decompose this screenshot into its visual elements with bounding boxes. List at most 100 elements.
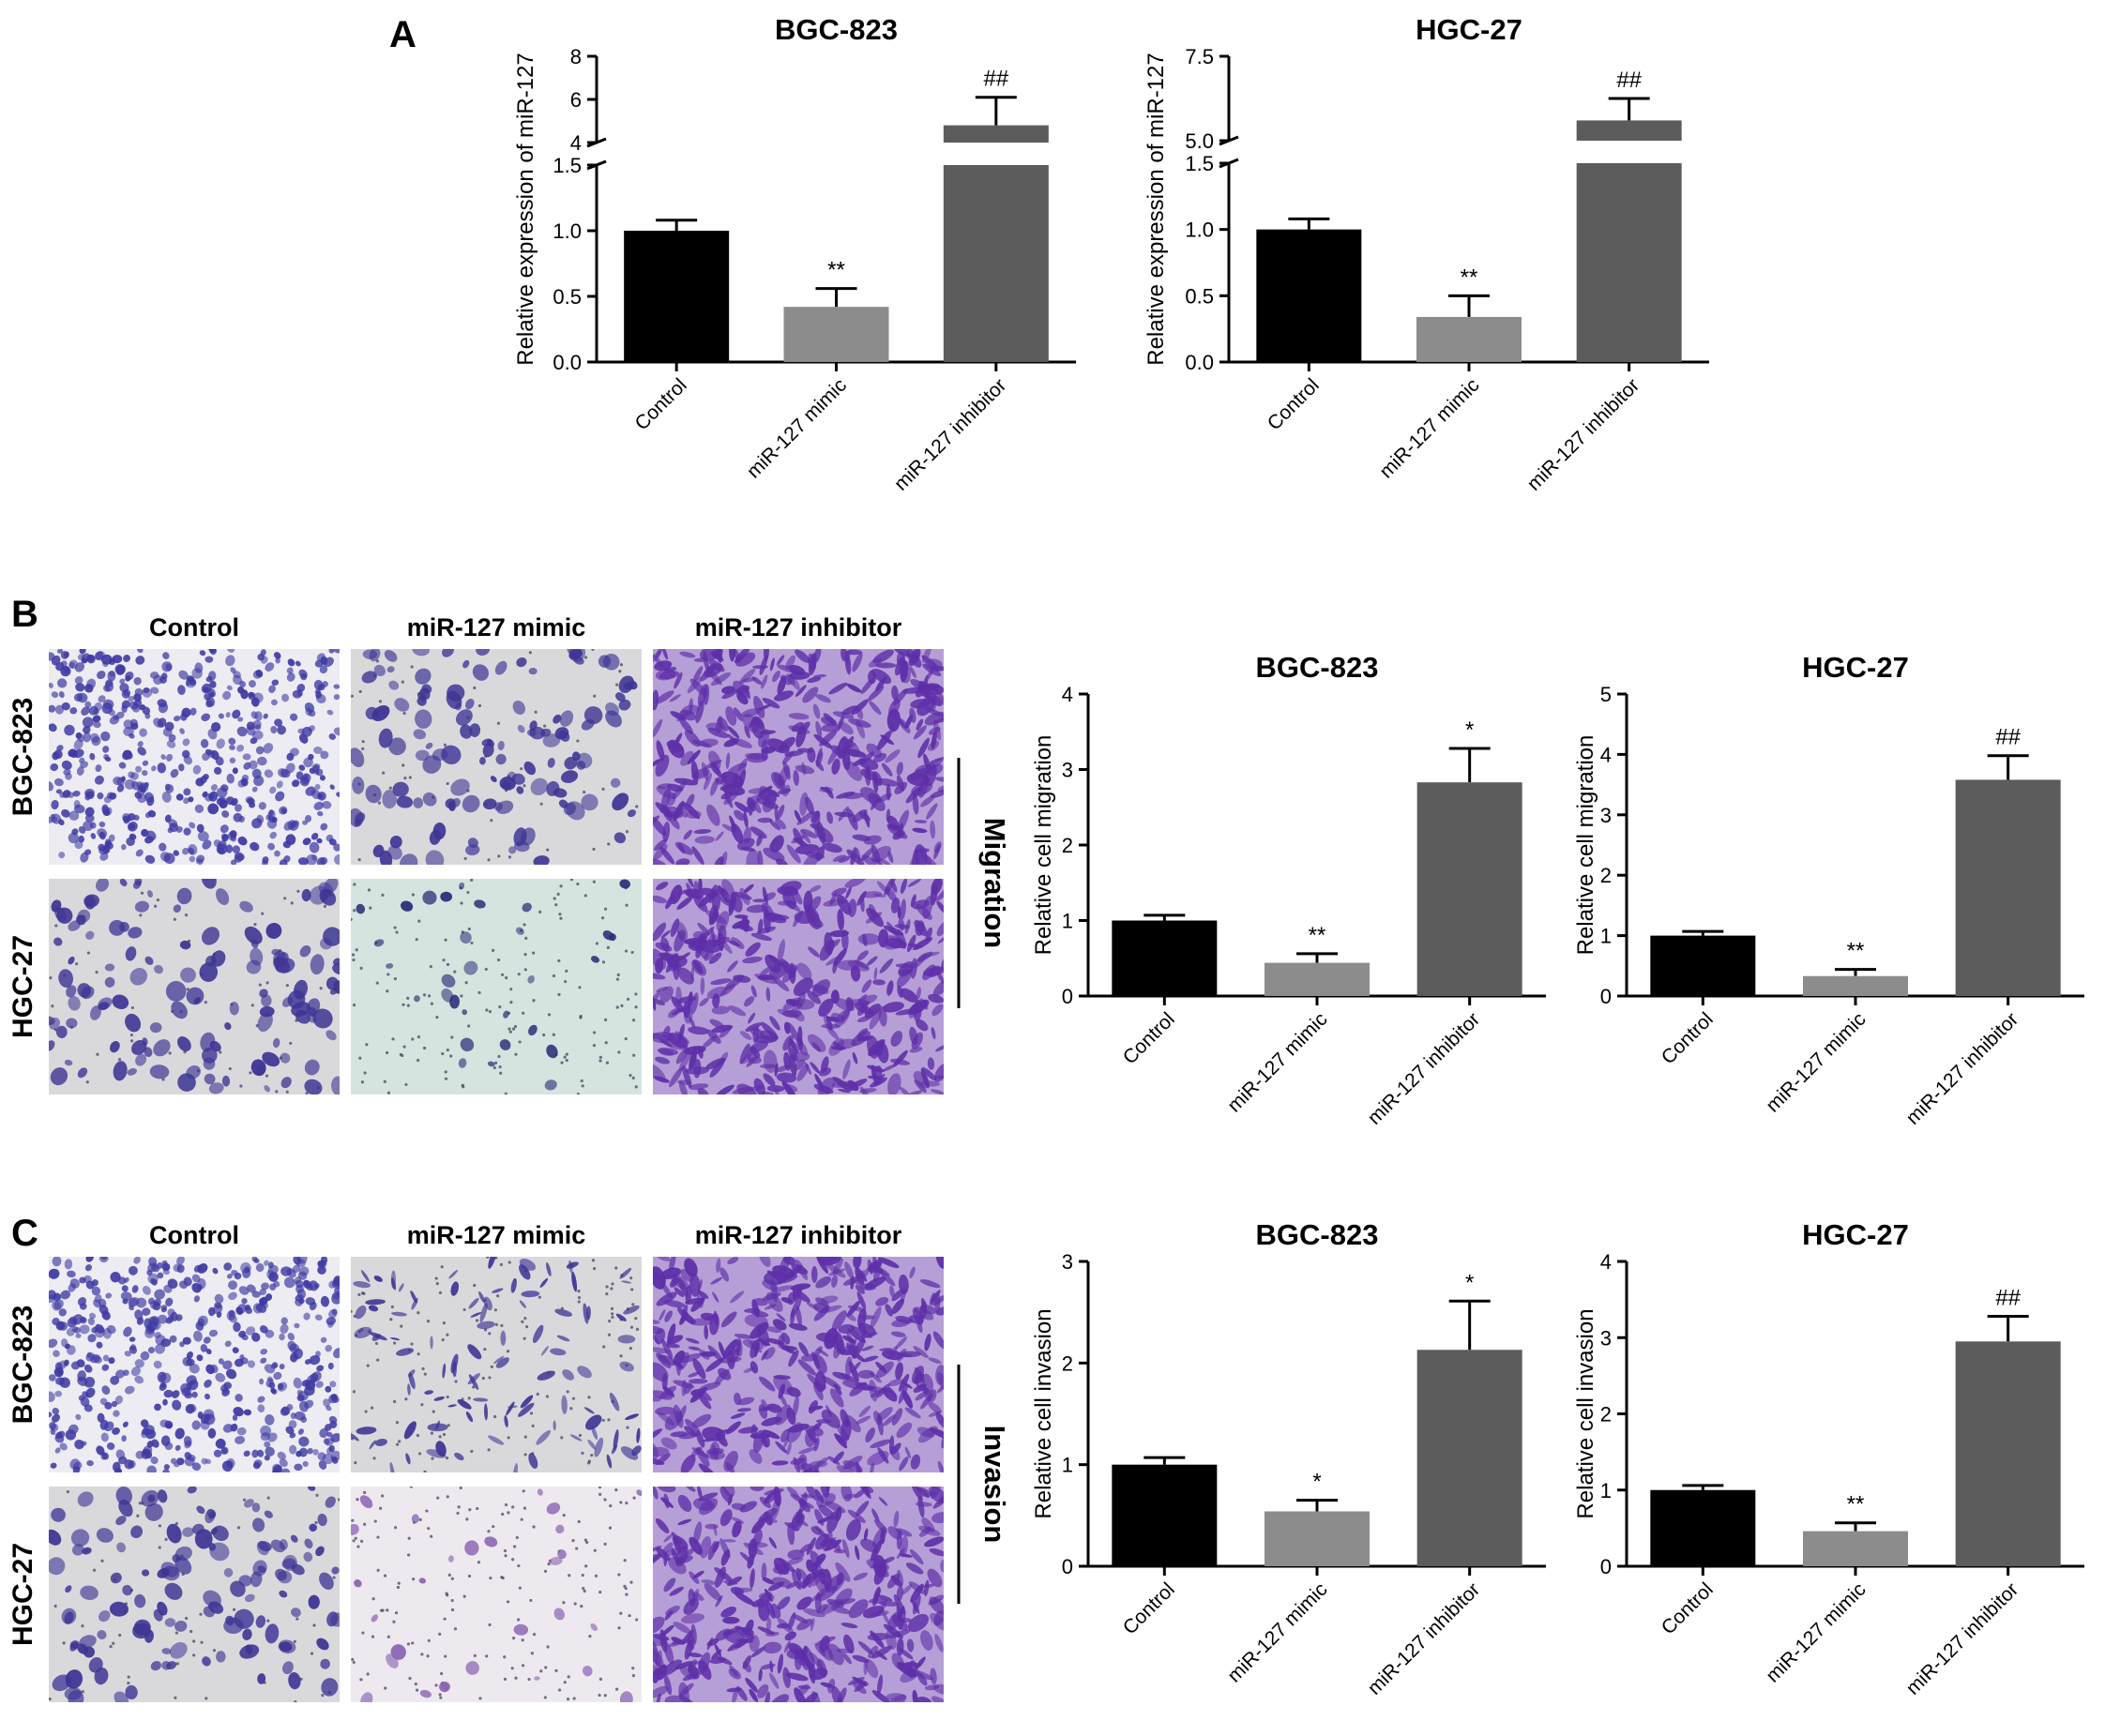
cell — [77, 1067, 88, 1079]
cell — [775, 1562, 783, 1576]
cell — [786, 1442, 792, 1456]
cell — [693, 896, 708, 913]
pore-dot — [410, 1342, 414, 1346]
pore-dot — [538, 910, 542, 913]
cell — [739, 1501, 758, 1513]
cell — [936, 689, 944, 707]
cell — [141, 828, 149, 838]
cell — [414, 995, 420, 1003]
cell — [493, 1355, 505, 1365]
cell — [919, 1279, 941, 1289]
cell — [302, 820, 309, 825]
cell — [691, 1413, 712, 1428]
cell — [655, 1517, 670, 1533]
cell — [871, 669, 892, 685]
pore-dot — [578, 1433, 583, 1438]
cell — [97, 792, 104, 800]
cell — [878, 928, 889, 948]
cell — [813, 1346, 823, 1357]
pore-dot — [559, 884, 563, 888]
cell — [910, 958, 917, 979]
cell — [316, 1638, 329, 1651]
cell — [846, 849, 865, 865]
cell — [508, 846, 517, 854]
y-axis-label: Relative cell invasion — [1031, 1308, 1056, 1518]
cell — [73, 693, 83, 702]
cell — [663, 1532, 674, 1543]
cell — [121, 704, 128, 713]
cell — [235, 1436, 246, 1444]
cell — [930, 883, 938, 906]
cell — [94, 1326, 106, 1338]
cell — [296, 1389, 303, 1396]
cell — [125, 1684, 138, 1700]
cell — [879, 958, 894, 974]
cell — [59, 792, 66, 798]
pore-dot — [109, 1645, 113, 1649]
cell — [135, 1297, 147, 1308]
cell — [265, 662, 275, 672]
cell — [172, 1399, 182, 1411]
cell — [775, 818, 787, 830]
cell — [298, 1400, 309, 1412]
cell — [868, 1645, 879, 1659]
cell — [722, 1539, 736, 1543]
cell — [225, 844, 234, 853]
cell — [301, 888, 311, 902]
cell — [679, 1683, 694, 1697]
cell — [744, 725, 750, 739]
cell — [469, 723, 481, 737]
cell — [915, 920, 925, 936]
cell — [763, 1641, 782, 1654]
y-axis-label: Relative expression of miR-127 — [1143, 53, 1169, 365]
cell — [771, 772, 785, 791]
pore-dot — [532, 1632, 537, 1637]
cell — [517, 724, 525, 733]
y-tick-label: 1 — [1062, 1454, 1073, 1477]
cell — [455, 709, 473, 726]
cell — [373, 664, 386, 677]
pore-dot — [494, 1322, 498, 1327]
cell — [122, 1584, 133, 1596]
cell — [320, 1658, 330, 1669]
cell — [931, 1294, 944, 1306]
cell — [698, 1463, 718, 1472]
pore-dot — [522, 1506, 527, 1510]
cell — [244, 1305, 251, 1311]
cell — [528, 1024, 538, 1036]
cell — [653, 1428, 662, 1441]
cell — [85, 1280, 95, 1290]
cell — [54, 1447, 61, 1454]
cell — [870, 1306, 882, 1329]
cell — [490, 776, 497, 783]
cell — [84, 849, 92, 855]
cell — [912, 827, 928, 834]
cell — [68, 810, 80, 821]
y-tick-label: 0 — [1600, 985, 1612, 1008]
cell — [302, 838, 311, 846]
cell — [56, 745, 64, 752]
cell — [799, 1468, 813, 1472]
cell — [267, 842, 275, 851]
pore-dot — [386, 1608, 389, 1612]
pore-dot — [625, 1502, 628, 1505]
pore-dot — [353, 909, 356, 913]
cell — [413, 797, 424, 808]
cell — [653, 1396, 661, 1402]
cell — [906, 934, 916, 953]
cell — [920, 1630, 933, 1651]
cell — [931, 695, 937, 712]
cell — [251, 1332, 261, 1342]
cell — [116, 1542, 127, 1553]
micrograph-tile-hgc-27-mir-127-inhibitor — [653, 1487, 944, 1702]
cell — [49, 1529, 62, 1546]
cell — [112, 1427, 120, 1435]
pore-dot — [363, 1522, 367, 1526]
cell — [825, 1536, 837, 1547]
cell — [185, 1404, 195, 1414]
cell — [908, 853, 921, 865]
cell — [882, 1612, 889, 1624]
cell — [810, 917, 824, 928]
y-tick-label: 0.5 — [553, 285, 582, 309]
